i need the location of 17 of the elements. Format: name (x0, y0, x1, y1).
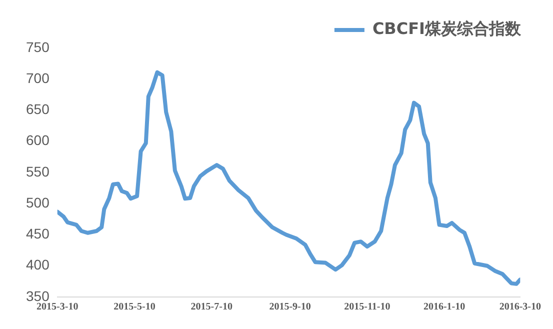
y-tick-label: 500 (26, 194, 50, 210)
y-tick-label: 750 (26, 38, 50, 55)
x-tick-label: 2015-7-10 (190, 302, 232, 313)
y-tick-label: 650 (26, 101, 50, 118)
x-tick-label: 2016-3-10 (499, 302, 542, 313)
x-tick-label: 2016-1-10 (423, 302, 466, 313)
y-tick-label: 450 (26, 226, 50, 242)
x-tick-label: 2015-11-10 (344, 302, 390, 313)
legend-label: CBCFI煤炭综合指数 (372, 19, 522, 38)
y-tick-label: 600 (26, 132, 50, 148)
y-tick-label: 700 (26, 70, 50, 86)
y-tick-label: 350 (26, 288, 50, 304)
x-tick-label: 2015-3-10 (36, 302, 78, 313)
x-tick-label: 2015-5-10 (114, 302, 156, 313)
y-tick-label: 550 (26, 163, 50, 180)
y-tick-label: 400 (26, 256, 50, 273)
x-tick-label: 2015-9-10 (269, 302, 311, 313)
